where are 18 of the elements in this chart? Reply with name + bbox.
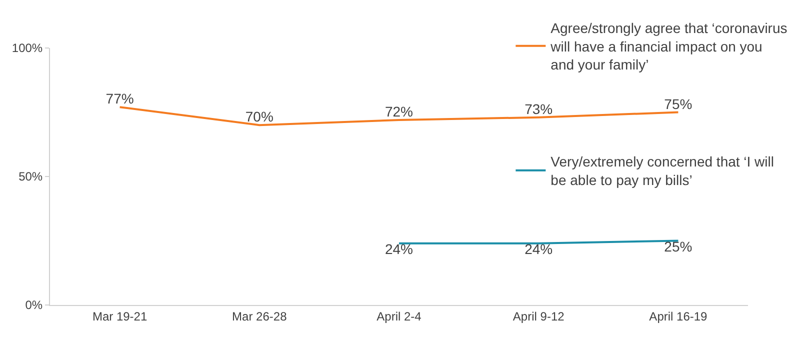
- y-tick-label: 100%: [12, 41, 43, 56]
- data-label: 24%: [384, 240, 414, 257]
- x-tick-label: Mar 26-28: [232, 309, 288, 324]
- data-label: 70%: [245, 108, 274, 125]
- legend-label: Agree/strongly agree that ‘coronavirus will have a financial impact on you and your family’: [550, 20, 788, 72]
- x-tick-label: Mar 19-21: [92, 309, 148, 324]
- legend-label: Very/extremely concerned that ‘I will be able to pay my bills’: [550, 154, 774, 188]
- x-tick-label: April 9-12: [512, 309, 565, 324]
- data-label: 77%: [106, 90, 134, 107]
- y-tick-label: 50%: [18, 170, 43, 184]
- x-tick-label: April 16-19: [649, 309, 708, 324]
- data-label: 72%: [384, 103, 414, 120]
- y-tick-label: 0%: [25, 298, 43, 312]
- data-label: 24%: [524, 240, 553, 257]
- data-label: 25%: [664, 238, 692, 254]
- x-tick-label: April 2-4: [376, 309, 422, 324]
- data-label: 73%: [524, 100, 553, 117]
- data-label: 75%: [664, 96, 692, 112]
